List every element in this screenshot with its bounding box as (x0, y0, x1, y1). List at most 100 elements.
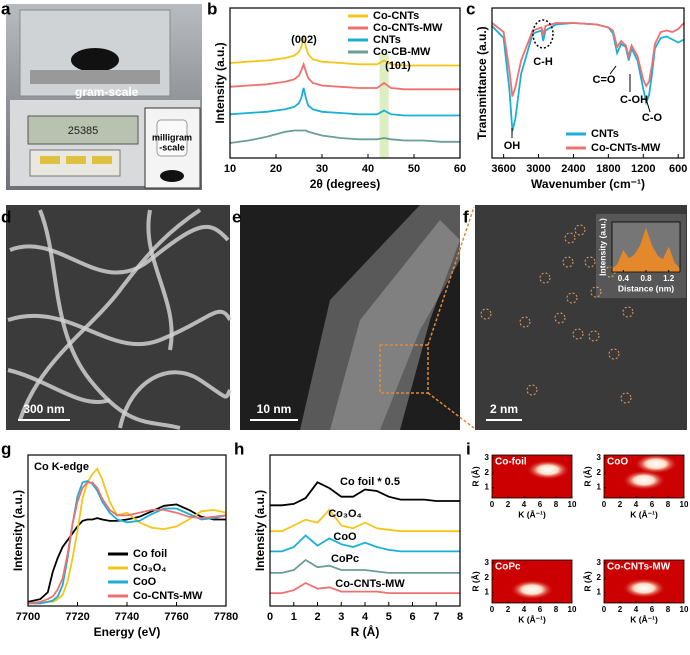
x-tick-label: 10 (680, 500, 689, 509)
y-tick-label: 1 (485, 483, 490, 492)
y-axis-label: R (Å) (470, 571, 480, 591)
photo-label: gram-scale (75, 85, 139, 99)
x-axis-label: Energy (eV) (94, 625, 161, 639)
y-tick-label: 3 (597, 558, 602, 567)
x-tick-label: 50 (408, 163, 420, 175)
decoration (646, 101, 651, 113)
x-tick-label: 0 (602, 605, 607, 614)
annotation: Co K-edge (34, 461, 89, 473)
heatmap-peak (634, 453, 678, 474)
plot-frame (27, 454, 227, 607)
x-tick-label: 2 (618, 605, 623, 614)
x-tick-label: 10 (680, 605, 689, 614)
y-axis-label: Intensity (a.u.) (213, 42, 227, 123)
legend-label: Co-CNTs-MW (133, 590, 203, 602)
x-tick-label: 3600 (491, 163, 515, 175)
panel-label: d (1, 207, 11, 226)
x-tick-label: 10 (568, 605, 577, 614)
balance-display: 25385 (68, 125, 99, 137)
x-tick-label: 2 (506, 500, 511, 509)
x-tick-label: 0 (490, 605, 495, 614)
scale-bar-label: 300 nm (23, 402, 64, 416)
x-tick-label: 5 (386, 611, 392, 623)
plot-frame (491, 454, 573, 499)
x-tick-label: 7 (433, 611, 439, 623)
y-tick-label: 3 (597, 453, 602, 462)
x-tick-label: 1.2 (663, 274, 675, 283)
series-line (27, 481, 227, 605)
legend-label: Co-CNTs-MW (591, 142, 661, 154)
x-tick-label: 7700 (16, 611, 40, 623)
y-axis-label: R (Å) (470, 466, 480, 486)
legend-label: Co₃O₄ (133, 562, 167, 574)
decoration (609, 65, 617, 75)
x-tick-label: 40 (362, 163, 374, 175)
annotation: (002) (291, 34, 317, 46)
series-line (270, 481, 460, 507)
y-tick-label: 1 (597, 483, 602, 492)
annotation: C-O (642, 112, 663, 124)
x-tick-label: 6 (538, 605, 543, 614)
x-axis-label: K (Å⁻¹) (518, 614, 546, 624)
y-axis-label: Intensity (a.u.) (11, 490, 25, 571)
x-tick-label: 7780 (214, 611, 238, 623)
x-tick-label: 0 (602, 500, 607, 509)
x-tick-label: 2 (618, 500, 623, 509)
series-label: Co₃O₄ (328, 508, 362, 520)
x-tick-label: 4 (522, 500, 527, 509)
x-tick-label: 30 (316, 163, 328, 175)
x-tick-label: 4 (634, 500, 639, 509)
photo-a (6, 4, 202, 190)
x-tick-label: 4 (634, 605, 639, 614)
x-tick-label: 7760 (164, 611, 188, 623)
scale-bar-label: 10 nm (257, 402, 292, 416)
plot-frame (611, 221, 681, 273)
y-tick-label: 1 (597, 588, 602, 597)
panel-label: b (207, 0, 217, 18)
legend-label: CoO (133, 576, 157, 588)
y-axis-label: Transmittance (a.u.) (475, 26, 489, 139)
x-tick-label: 2 (314, 611, 320, 623)
y-tick-label: 2 (597, 468, 602, 477)
y-axis-label: R (Å) (582, 466, 592, 486)
legend-label: Co foil (133, 548, 167, 560)
panel-label: g (1, 439, 11, 458)
y-axis-label: Intensity (a.u.) (253, 490, 267, 571)
x-tick-label: 1 (291, 611, 297, 623)
series-line (229, 61, 460, 91)
x-tick-label: 10 (224, 163, 236, 175)
series-line (270, 534, 460, 553)
y-axis-label: Intensity (a.u.) (597, 218, 607, 276)
legend-label: Co-CNTs-MW (373, 22, 443, 34)
x-axis-label: K (Å⁻¹) (630, 509, 658, 519)
legend-label: Co-CNTs (373, 10, 419, 22)
series-label: CoO (333, 531, 357, 543)
legend-label: CNTs (373, 34, 401, 46)
plot-frame (491, 7, 685, 159)
x-axis-label: Distance (nm) (618, 283, 674, 293)
panel-label: i (466, 439, 471, 458)
x-tick-label: 8 (554, 605, 559, 614)
x-tick-label: 6 (650, 500, 655, 509)
x-tick-label: 8 (554, 500, 559, 509)
legend-label: Co-CB-MW (373, 46, 431, 58)
x-tick-label: 7720 (65, 611, 89, 623)
x-tick-label: 2400 (561, 163, 585, 175)
photo-label: -scale (159, 142, 185, 152)
photo-f (475, 205, 687, 430)
x-axis-label: K (Å⁻¹) (630, 614, 658, 624)
series-line (229, 34, 460, 67)
plot-frame (603, 559, 685, 604)
x-tick-label: 600 (669, 163, 687, 175)
highlight-band (379, 53, 389, 158)
panel-label: h (234, 439, 244, 458)
annotation: C-H (533, 56, 553, 68)
series-line (491, 22, 685, 97)
y-tick-label: 3 (485, 558, 490, 567)
plot-frame (229, 7, 461, 159)
plot-frame (491, 559, 573, 604)
x-tick-label: 6 (409, 611, 415, 623)
x-tick-label: 8 (457, 611, 463, 623)
annotation: C=O (593, 74, 616, 86)
x-tick-label: 0.8 (640, 274, 652, 283)
